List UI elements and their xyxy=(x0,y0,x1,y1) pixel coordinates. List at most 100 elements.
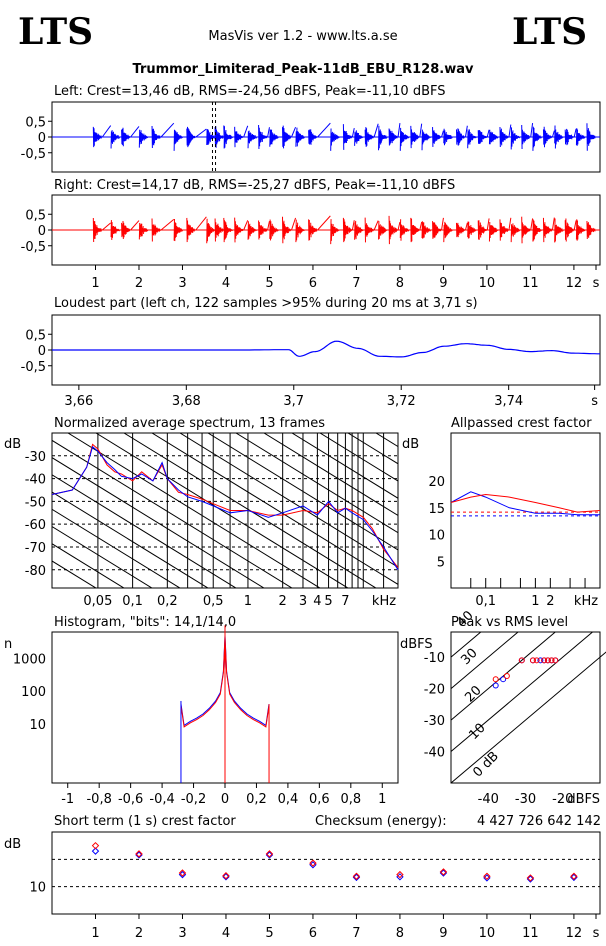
waveform-burst xyxy=(486,129,490,138)
spectrum-xtick-label: 0,2 xyxy=(157,594,178,609)
spectrum-slope-line xyxy=(52,439,293,588)
waveform-burst xyxy=(573,128,577,138)
logo-right: LTS xyxy=(512,11,587,53)
waveform-burst xyxy=(101,125,112,138)
loudest-xtick-label: s xyxy=(591,394,598,409)
waveform-burst xyxy=(419,221,423,231)
waveform-burst xyxy=(303,229,305,232)
peak-rms-xtick-label: -40 xyxy=(478,792,499,807)
waveform-burst xyxy=(441,130,444,138)
app-title: MasVis ver 1.2 - www.lts.a.se xyxy=(208,29,397,44)
waveform-ytick: -0,5 xyxy=(21,240,46,255)
logo-left: LTS xyxy=(18,11,93,53)
peak-rms-ytick: -30 xyxy=(424,714,445,729)
waveform-burst xyxy=(243,220,249,231)
histogram-xtick-label: -0,8 xyxy=(86,792,111,807)
short-crest-frame xyxy=(51,831,601,915)
short-crest-left-point xyxy=(439,869,448,877)
short-crest-xtick-label: 5 xyxy=(265,926,273,941)
histogram-ylabel: n xyxy=(4,637,12,652)
waveform-burst xyxy=(267,127,270,138)
waveform-burst xyxy=(146,229,149,232)
left-waveform: 0,50-0,5 xyxy=(21,102,600,172)
waveform-ytick: 0 xyxy=(38,131,46,146)
peak-rms-right-point xyxy=(552,657,559,664)
waveform-burst xyxy=(385,229,388,232)
crest-xtick-label: 0,1 xyxy=(475,594,496,609)
short-crest-xtick-label: 12 xyxy=(566,926,583,941)
spectrum-frame xyxy=(51,432,399,589)
crest-xtick-label: 2 xyxy=(546,594,554,609)
waveform-burst xyxy=(361,229,364,232)
waveform-burst xyxy=(362,136,364,139)
peak-rms-left-point xyxy=(492,682,499,689)
loudest-ytick: 0,5 xyxy=(25,328,46,343)
waveform-burst xyxy=(451,229,453,232)
spectrum-ytick: -40 xyxy=(25,473,46,488)
waveform-burst xyxy=(277,229,279,232)
waveform-burst xyxy=(373,220,379,231)
short-crest-xtick-label: 9 xyxy=(439,926,447,941)
time-tick-label: s xyxy=(593,276,600,291)
spectrum-ytick: -70 xyxy=(25,541,46,556)
waveform-burst xyxy=(475,229,477,232)
waveform-burst xyxy=(540,136,542,139)
waveform-burst xyxy=(101,222,112,231)
waveform-burst xyxy=(475,136,477,139)
crest-allpass-frame xyxy=(450,432,601,589)
spectrum-xtick-label: 1 xyxy=(244,594,252,609)
short-crest-right-point xyxy=(483,872,491,880)
short-crest-left-point xyxy=(222,873,230,881)
short-crest-left-point xyxy=(352,873,361,882)
waveform-burst xyxy=(291,127,297,138)
short-term-crest-title: Short term (1 s) crest factor xyxy=(54,814,236,829)
spectrum-ytick: -50 xyxy=(25,495,46,510)
time-tick-label: 4 xyxy=(222,276,230,291)
waveform-burst xyxy=(277,136,279,139)
spectrum-slope-line xyxy=(319,433,398,482)
histogram-ytick: 10 xyxy=(29,718,46,733)
peak-rms-ytick: -20 xyxy=(424,683,445,698)
histogram-xtick-label: -0,6 xyxy=(118,792,143,807)
waveform-burst xyxy=(429,136,431,139)
spectrum-slope-line xyxy=(52,508,181,588)
waveform-ytick: 0,5 xyxy=(25,208,46,223)
crest-ytick: 20 xyxy=(428,475,445,490)
short-crest-xtick-label: 8 xyxy=(396,926,404,941)
waveform-burst xyxy=(385,136,388,139)
loudest-xtick-label: 3,7 xyxy=(283,394,304,409)
peak-rms-diag-label: 30 xyxy=(458,646,480,668)
histogram-xtick-label: -0,2 xyxy=(181,792,206,807)
loudest-xtick-label: 3,74 xyxy=(494,394,523,409)
spectrum-plot: -30 -40 -50 -60 -70 -80 0,05 0,1 0,2 0,5 1 2 3 4 5 7 kHz xyxy=(25,433,399,609)
waveform-burst xyxy=(583,229,586,232)
right-waveform-title: Right: Crest=14,17 dB, RMS=-25,27 dBFS, … xyxy=(54,178,455,193)
short-crest-right-point xyxy=(570,872,578,880)
peak-rms-right-point xyxy=(518,657,525,664)
waveform-burst xyxy=(160,122,175,138)
histogram-xtick-label: 0,2 xyxy=(246,792,267,807)
waveform-burst xyxy=(130,126,140,138)
waveform-burst xyxy=(243,125,249,138)
histogram-xtick-label: -0,4 xyxy=(149,792,174,807)
waveform-burst xyxy=(573,220,577,231)
histogram-xtick-label: 0,6 xyxy=(309,792,330,807)
waveform-burst xyxy=(508,124,512,138)
loudest-xtick-label: 3,68 xyxy=(172,394,201,409)
spectrum-ytick: -60 xyxy=(25,518,46,533)
peak-rms-crest-line xyxy=(450,631,519,690)
spectrum-slope-line xyxy=(52,560,97,588)
short-crest-right-point xyxy=(265,850,274,858)
waveform-burst xyxy=(130,220,140,231)
waveform-burst xyxy=(407,229,410,232)
waveform-burst xyxy=(464,222,468,231)
short-crest-ytick: 10 xyxy=(29,881,46,896)
waveform-burst xyxy=(530,218,534,231)
crest-allpass-ylabel: dB xyxy=(402,437,419,452)
waveform-time-axis: 1 2 3 4 5 6 7 8 9 10 11 12 s xyxy=(91,265,600,291)
peak-rms-right-point xyxy=(544,657,551,664)
waveform-burst xyxy=(231,229,234,232)
loudest-part-title: Loudest part (left ch, 122 samples >95% … xyxy=(54,296,478,311)
spectrum-slope-line xyxy=(347,433,398,465)
